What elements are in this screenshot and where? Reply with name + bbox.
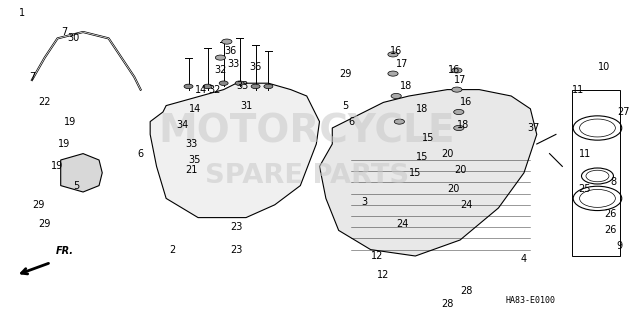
Polygon shape bbox=[320, 90, 537, 256]
Text: 22: 22 bbox=[38, 97, 51, 108]
Text: SPARE PARTS: SPARE PARTS bbox=[204, 163, 409, 189]
Text: 18: 18 bbox=[399, 81, 412, 92]
Text: 6: 6 bbox=[348, 116, 355, 127]
Text: 36: 36 bbox=[249, 62, 262, 72]
Text: 14: 14 bbox=[189, 104, 201, 114]
Text: 17: 17 bbox=[396, 59, 409, 69]
Text: 14: 14 bbox=[195, 84, 208, 95]
Text: 7: 7 bbox=[29, 72, 35, 82]
Text: 10: 10 bbox=[597, 62, 610, 72]
Circle shape bbox=[394, 119, 404, 124]
Circle shape bbox=[452, 87, 462, 92]
Text: 19: 19 bbox=[64, 116, 77, 127]
Text: 16: 16 bbox=[390, 46, 403, 56]
Text: 18: 18 bbox=[457, 120, 470, 130]
Circle shape bbox=[219, 81, 228, 85]
Text: 27: 27 bbox=[617, 107, 629, 117]
Circle shape bbox=[215, 55, 226, 60]
Text: 17: 17 bbox=[454, 75, 466, 85]
Text: HA83-E0100: HA83-E0100 bbox=[505, 296, 555, 305]
Text: 33: 33 bbox=[185, 139, 198, 149]
Text: 26: 26 bbox=[604, 209, 617, 220]
Text: 29: 29 bbox=[339, 68, 351, 79]
Text: 21: 21 bbox=[185, 164, 198, 175]
Circle shape bbox=[452, 68, 462, 73]
Text: 4: 4 bbox=[521, 254, 527, 264]
Text: FR.: FR. bbox=[56, 246, 74, 256]
Text: 6: 6 bbox=[137, 148, 144, 159]
Text: 20: 20 bbox=[441, 148, 454, 159]
Circle shape bbox=[454, 109, 464, 115]
Text: 23: 23 bbox=[230, 244, 243, 255]
Text: 3: 3 bbox=[361, 196, 367, 207]
Circle shape bbox=[203, 84, 212, 89]
Text: 32: 32 bbox=[214, 65, 227, 76]
Circle shape bbox=[391, 93, 401, 99]
Circle shape bbox=[388, 71, 398, 76]
Circle shape bbox=[264, 84, 273, 89]
Text: 12: 12 bbox=[377, 270, 390, 280]
Text: 15: 15 bbox=[409, 168, 422, 178]
Text: 32: 32 bbox=[208, 84, 220, 95]
Text: 20: 20 bbox=[447, 184, 460, 194]
Text: 9: 9 bbox=[617, 241, 623, 252]
Circle shape bbox=[222, 39, 232, 44]
Polygon shape bbox=[150, 83, 320, 218]
Text: 11: 11 bbox=[578, 148, 591, 159]
Circle shape bbox=[454, 125, 464, 131]
Text: MOTORCYCLE: MOTORCYCLE bbox=[158, 112, 455, 150]
Text: 16: 16 bbox=[447, 65, 460, 76]
Text: 8: 8 bbox=[610, 177, 617, 188]
Text: 19: 19 bbox=[51, 161, 64, 172]
Text: 36: 36 bbox=[224, 46, 236, 56]
Text: 24: 24 bbox=[460, 200, 473, 210]
Text: 34: 34 bbox=[176, 120, 189, 130]
Circle shape bbox=[251, 84, 260, 89]
Polygon shape bbox=[61, 154, 102, 192]
Text: 5: 5 bbox=[73, 180, 80, 191]
Text: 28: 28 bbox=[441, 299, 454, 309]
Text: 25: 25 bbox=[578, 184, 591, 194]
Text: 33: 33 bbox=[227, 59, 240, 69]
Text: 5: 5 bbox=[342, 100, 348, 111]
Text: 1: 1 bbox=[19, 8, 26, 18]
Text: 15: 15 bbox=[422, 132, 435, 143]
Text: 16: 16 bbox=[460, 97, 473, 108]
Text: 35: 35 bbox=[189, 155, 201, 165]
Text: 29: 29 bbox=[32, 200, 45, 210]
Text: 24: 24 bbox=[396, 219, 409, 229]
Text: 37: 37 bbox=[527, 123, 540, 133]
Text: 11: 11 bbox=[572, 84, 585, 95]
Text: 31: 31 bbox=[240, 100, 252, 111]
Text: 12: 12 bbox=[371, 251, 383, 261]
Circle shape bbox=[388, 52, 398, 57]
Text: 29: 29 bbox=[38, 219, 51, 229]
Text: 26: 26 bbox=[604, 225, 617, 236]
Text: 18: 18 bbox=[415, 104, 428, 114]
Text: 23: 23 bbox=[230, 222, 243, 232]
Text: 33: 33 bbox=[236, 81, 249, 92]
Text: 19: 19 bbox=[58, 139, 70, 149]
Text: 20: 20 bbox=[454, 164, 466, 175]
Text: 2: 2 bbox=[169, 244, 176, 255]
Circle shape bbox=[235, 81, 244, 85]
Circle shape bbox=[184, 84, 193, 89]
Text: 30: 30 bbox=[67, 33, 80, 44]
Text: 28: 28 bbox=[460, 286, 473, 296]
Text: 15: 15 bbox=[415, 152, 428, 162]
Text: 7: 7 bbox=[61, 27, 67, 37]
